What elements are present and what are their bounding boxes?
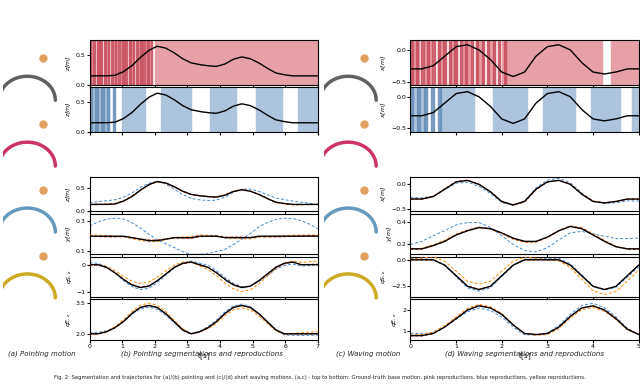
Y-axis label: $z$[m]: $z$[m] [65,186,73,202]
Bar [125,40,127,85]
Text: (b) Pointing segmentations and reproductions: (b) Pointing segmentations and reproduct… [121,350,282,357]
Bar [211,87,236,132]
Bar [504,40,506,85]
Bar [129,40,131,85]
Text: (d) Waving segmentations and reproductions: (d) Waving segmentations and reproductio… [445,350,604,357]
Bar [460,40,462,85]
Bar [543,87,575,132]
Bar [256,87,282,132]
Y-axis label: $qE_{,z}$: $qE_{,z}$ [391,312,399,327]
Bar [161,87,191,132]
Bar [150,40,152,85]
Bar [449,40,451,85]
Bar [470,40,473,85]
Y-axis label: $z$[m]: $z$[m] [65,101,73,118]
Bar [444,40,445,85]
Bar [482,40,484,85]
Text: (c) Waving motion: (c) Waving motion [336,350,400,357]
Bar [427,40,429,85]
Bar [463,40,470,85]
Bar [410,40,639,85]
Bar [104,40,106,85]
Y-axis label: $qS_{,z}$: $qS_{,z}$ [65,270,74,284]
Bar [122,87,145,132]
Bar [410,40,419,85]
Y-axis label: $x$[m]: $x$[m] [380,186,388,202]
Bar [410,40,413,85]
Y-axis label: $x$[m]: $x$[m] [380,101,388,118]
Y-axis label: $x$[m]: $x$[m] [380,54,388,71]
Bar [425,40,431,85]
Bar [591,87,620,132]
Bar [129,40,134,85]
Bar [502,40,602,85]
Bar [438,87,440,132]
Bar [115,40,116,85]
Y-axis label: $z$[m]: $z$[m] [65,55,73,71]
Bar [107,87,109,132]
Bar [108,40,109,85]
Y-axis label: $qS_{,z}$: $qS_{,z}$ [380,270,388,284]
Bar [113,40,117,85]
Bar [487,40,490,85]
Bar [105,40,109,85]
Bar [465,40,467,85]
Bar [454,40,456,85]
Bar [498,40,500,85]
Bar [101,87,104,132]
Bar [155,40,318,85]
Y-axis label: $qE_{,z}$: $qE_{,z}$ [65,312,73,327]
Bar [132,40,134,85]
Bar [421,40,424,85]
Bar [451,40,457,85]
Bar [438,40,444,85]
Bar [431,87,434,132]
Bar [90,40,93,85]
Bar [138,40,142,85]
Bar [146,40,150,85]
Bar [489,40,495,85]
Bar [147,40,148,85]
Y-axis label: $y$[m]: $y$[m] [385,226,394,242]
Text: Fig. 2: Segmentation and trajectories for (a)/(b) pointing and (c)/(d) short wav: Fig. 2: Segmentation and trajectories fo… [54,376,586,381]
Bar [298,87,318,132]
Bar [121,40,125,85]
Bar [632,87,639,132]
Bar [90,87,109,132]
Bar [433,40,435,85]
Bar [95,87,98,132]
Bar [611,40,639,85]
Bar [410,87,413,132]
Bar [93,40,95,85]
Bar [90,40,318,85]
Bar [476,40,479,85]
X-axis label: $t$[s]: $t$[s] [518,350,531,362]
Bar [416,40,418,85]
Bar [118,40,120,85]
Bar [410,87,426,132]
Bar [90,87,318,132]
Bar [111,40,113,85]
Bar [90,40,92,85]
Bar [97,40,99,85]
Y-axis label: $y$[m]: $y$[m] [64,226,73,242]
Bar [440,87,474,132]
Text: (a) Pointing motion: (a) Pointing motion [8,350,76,357]
Bar [140,40,141,85]
Bar [417,87,420,132]
Bar [493,40,495,85]
Bar [476,40,483,85]
Bar [143,40,145,85]
Bar [97,40,101,85]
Bar [438,40,440,85]
Bar [113,87,115,132]
Bar [136,40,138,85]
X-axis label: $t$[s]: $t$[s] [197,350,211,362]
Bar [90,87,92,132]
Bar [424,87,427,132]
Bar [493,87,527,132]
Bar [122,40,124,85]
Bar [410,87,639,132]
Bar [100,40,102,85]
